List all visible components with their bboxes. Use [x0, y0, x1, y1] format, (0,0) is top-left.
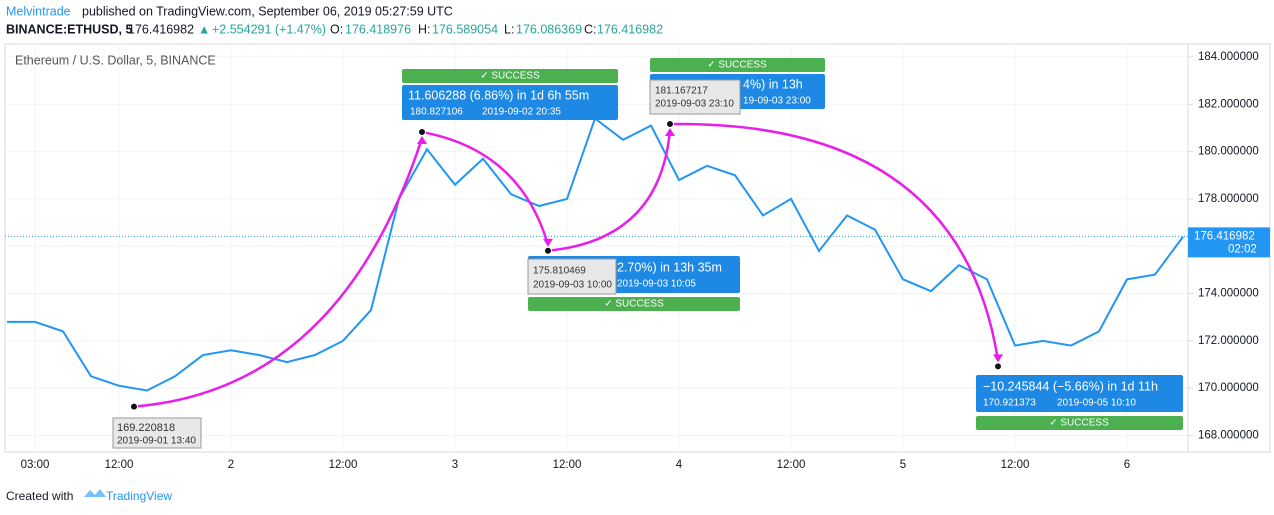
- h-label: H:: [418, 22, 431, 36]
- label-text: 4%) in 13h: [743, 77, 803, 91]
- last-price-label: 176.416982: [1194, 230, 1255, 242]
- label-box: [976, 375, 1183, 412]
- x-tick-label: 2: [228, 459, 234, 471]
- label-text: ✓ SUCCESS: [707, 60, 767, 71]
- low: 176.086369: [516, 22, 582, 36]
- arrow-head: [993, 354, 1003, 363]
- author: Melvintrade: [6, 4, 71, 18]
- label-text: 2019-09-03 10:00: [533, 280, 612, 291]
- high: 176.589054: [432, 22, 498, 36]
- symbol: BINANCE:ETHUSD, 5: [6, 22, 132, 36]
- chart-title: Ethereum / U.S. Dollar, 5, BINANCE: [15, 53, 216, 67]
- label-text: 175.810469: [533, 266, 586, 277]
- label-box: [527, 258, 617, 295]
- c-label: C:: [584, 22, 597, 36]
- price-line: [7, 116, 1184, 392]
- x-tick-label: 12:00: [777, 459, 806, 471]
- last-price-box: [1188, 227, 1270, 258]
- countdown: 02:02: [1228, 243, 1257, 255]
- label-box: [650, 58, 825, 72]
- point: [418, 128, 426, 137]
- x-tick-label: 12:00: [329, 459, 358, 471]
- arrow: [547, 129, 672, 252]
- y-tick-label: 182.000000: [1198, 98, 1259, 110]
- x-tick-label: 03:00: [21, 459, 50, 471]
- x-tick-label: 5: [900, 459, 906, 471]
- y-tick-label: 180.000000: [1198, 146, 1259, 158]
- y-tick-label: 168.000000: [1198, 429, 1259, 441]
- label-box: [402, 85, 618, 120]
- footer-created: Created with: [6, 489, 73, 503]
- x-tick-label: 12:00: [553, 459, 582, 471]
- published: published on TradingView.com, September …: [82, 4, 453, 18]
- point: [666, 120, 674, 129]
- label-box: [976, 416, 1183, 430]
- label-text: 169.220818: [117, 422, 175, 434]
- y-tick-label: 172.000000: [1198, 335, 1259, 347]
- arrow: [421, 130, 550, 246]
- x-tick-label: 12:00: [105, 459, 134, 471]
- change: +2.554291 (+1.47%): [212, 22, 326, 36]
- label-box: [112, 417, 202, 449]
- arrow: [669, 122, 1000, 361]
- label-text: 11.606288 (6.86%) in 1d 6h 55m: [408, 88, 589, 102]
- label-text: 181.167217: [655, 86, 708, 97]
- y-tick-label: 170.000000: [1198, 382, 1259, 394]
- label-text: 2019-09-02 20:35: [482, 107, 561, 118]
- label-text: 19-09-03 23:00: [743, 96, 811, 107]
- open: 176.418976: [345, 22, 411, 36]
- arrow-head: [543, 238, 553, 247]
- label-box: [649, 79, 741, 115]
- label-text: 2019-09-03 10:05: [617, 279, 696, 290]
- x-tick-label: 6: [1124, 459, 1130, 471]
- label-text: 2019-09-05 10:10: [1057, 398, 1136, 409]
- close: 176.416982: [597, 22, 663, 36]
- label-text: ✓ SUCCESS: [604, 299, 664, 310]
- logo: [84, 489, 106, 497]
- last: 176.416982: [128, 22, 194, 36]
- point: [130, 402, 138, 411]
- point: [544, 246, 552, 255]
- y-tick-label: 174.000000: [1198, 288, 1259, 300]
- label-text: 2.70%) in 13h 35m: [617, 260, 722, 274]
- arrow-head: [665, 128, 675, 137]
- l-label: L:: [504, 22, 514, 36]
- arrow: [133, 137, 424, 408]
- y-tick-label: 178.000000: [1198, 193, 1259, 205]
- label-text: ✓ SUCCESS: [480, 71, 540, 82]
- point: [994, 362, 1002, 371]
- label-text: ✓ SUCCESS: [1049, 418, 1109, 429]
- label-text: 180.827106: [410, 107, 463, 118]
- label-text: 170.921373: [983, 398, 1036, 409]
- arrow: ▲: [198, 22, 210, 36]
- y-tick-label: 184.000000: [1198, 51, 1259, 63]
- label-text: 2019-09-03 23:10: [655, 99, 734, 110]
- x-tick-label: 3: [452, 459, 458, 471]
- o-label: O:: [330, 22, 343, 36]
- label-text: −10.245844 (−5.66%) in 1d 11h: [983, 379, 1158, 393]
- arrow-head: [417, 136, 427, 145]
- label-box: [402, 69, 618, 83]
- x-tick-label: 4: [676, 459, 683, 471]
- x-tick-label: 12:00: [1001, 459, 1030, 471]
- label-text: 2019-09-01 13:40: [117, 436, 196, 447]
- label-box: [528, 297, 740, 311]
- footer-brand: TradingView: [106, 489, 172, 503]
